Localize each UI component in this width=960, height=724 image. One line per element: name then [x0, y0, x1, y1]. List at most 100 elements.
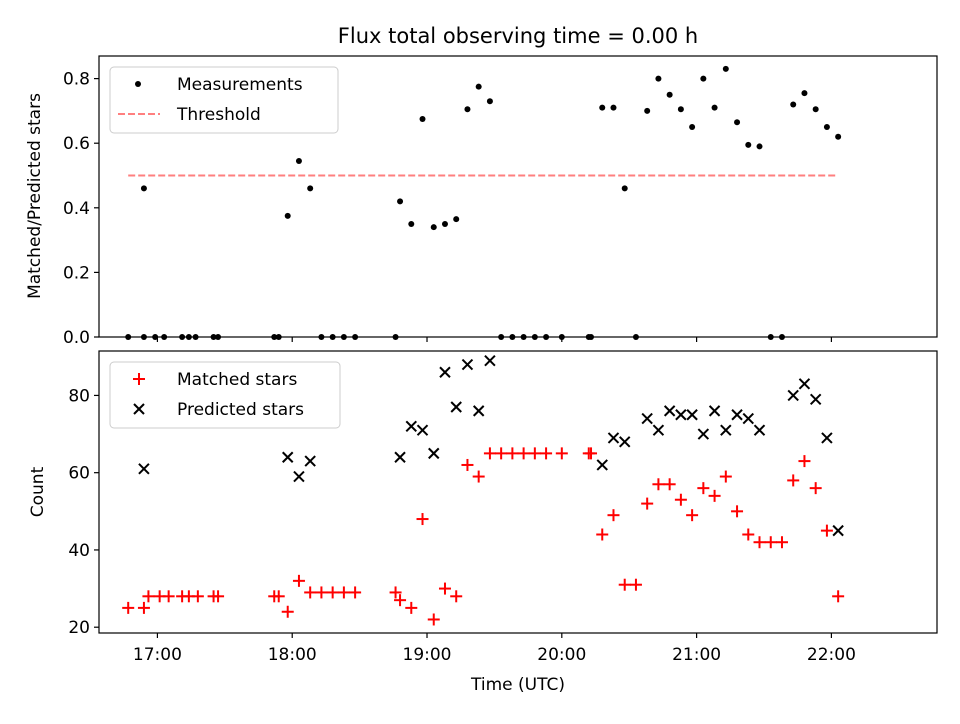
matched-stars-point: [652, 478, 665, 491]
measurement-point: [475, 83, 482, 90]
matched-stars-point: [292, 574, 305, 587]
measurement-point: [790, 101, 797, 108]
predicted-stars-point: [416, 424, 429, 436]
legend-predicted-marker: [133, 403, 145, 415]
legend-measurements-label: Measurements: [177, 75, 303, 95]
top-axes-frame: [98, 55, 938, 338]
matched-stars-point: [389, 586, 402, 599]
y-tick-label: 0.0: [63, 328, 90, 348]
predicted-stars-point: [720, 424, 732, 436]
x-tick-label: 21:00: [672, 645, 721, 665]
matched-stars-point: [212, 590, 225, 603]
matched-stars-point: [618, 578, 631, 591]
bottom-legend-frame: [109, 361, 341, 429]
matched-stars-point: [191, 590, 204, 603]
matched-stars-point: [315, 586, 328, 599]
predicted-stars-point: [697, 428, 710, 440]
matched-stars-point: [281, 605, 294, 618]
x-tick-label: 17:00: [133, 645, 182, 665]
measurement-point: [486, 98, 493, 105]
legend-matched-marker: [133, 373, 145, 385]
y-tick-label: 40: [68, 541, 90, 561]
measurement-point: [655, 75, 662, 82]
predicted-stars-point: [832, 524, 844, 537]
matched-stars-point: [753, 536, 766, 549]
predicted-stars-point: [428, 447, 440, 460]
top-x-ticks: [156, 337, 833, 342]
matched-stars-point: [405, 601, 418, 614]
matched-stars-point: [708, 489, 721, 502]
legend-predicted-label: Predicted stars: [177, 400, 304, 420]
matched-stars-point: [304, 586, 317, 599]
matched-stars-point: [809, 482, 822, 495]
figure-title: Flux total observing time = 0.00 h: [338, 24, 698, 48]
top-marks: [125, 65, 842, 340]
matched-stars-point: [495, 447, 508, 460]
predicted-stars-point: [641, 412, 653, 425]
measurement-point: [722, 65, 729, 72]
measurement-point: [599, 104, 606, 111]
x-tick-label: 19:00: [403, 645, 452, 665]
measurement-point: [689, 124, 696, 131]
measurement-point: [453, 216, 460, 223]
matched-stars-point: [272, 590, 285, 603]
measurement-point: [823, 124, 830, 131]
bottom-marks: [122, 354, 845, 626]
bottom-x-ticks: 17:00 18:00 19:00 20:00 21:00 22:00: [133, 633, 856, 665]
matched-stars-point: [629, 578, 642, 591]
matched-stars-point: [427, 613, 440, 626]
predicted-stars-point: [405, 420, 417, 433]
matched-stars-point: [555, 447, 568, 460]
matched-stars-point: [764, 536, 777, 549]
predicted-stars-point: [663, 405, 676, 417]
top-legend: Measurements Threshold: [109, 66, 339, 134]
matched-stars-point: [472, 470, 485, 483]
measurement-point: [307, 185, 314, 192]
legend-measurements-marker: [135, 81, 141, 87]
matched-stars-point: [528, 447, 541, 460]
measurement-point: [140, 185, 147, 192]
matched-stars-point: [719, 470, 732, 483]
matched-stars-point: [798, 455, 811, 468]
measurement-point: [621, 185, 628, 192]
bottom-y-ticks: 20 40 60 80: [68, 386, 99, 638]
predicted-stars-point: [439, 366, 451, 378]
measurement-point: [756, 143, 763, 150]
predicted-stars-point: [652, 424, 665, 436]
matched-stars-point: [337, 586, 350, 599]
x-axis-label: Time (UTC): [470, 675, 565, 695]
matched-stars-point: [326, 586, 339, 599]
matched-stars-point: [506, 447, 519, 460]
measurement-point: [677, 106, 684, 113]
predicted-stars-point: [450, 401, 462, 413]
measurement-point: [419, 115, 426, 122]
top-y-ticks: 0.0 0.2 0.4 0.6 0.8: [63, 70, 99, 348]
y-tick-label: 0.4: [63, 199, 90, 219]
measurement-point: [408, 220, 415, 227]
y-tick-label: 20: [68, 618, 90, 638]
matched-stars-point: [483, 447, 496, 460]
bottom-panel: Count 20 40 60 80 17:00 18:00 19:00 20:00 21:00…: [28, 350, 938, 665]
predicted-stars-point: [821, 432, 833, 444]
measurement-point: [644, 107, 651, 114]
measurement-point: [700, 75, 707, 82]
matched-stars-point: [731, 505, 744, 518]
top-panel: Matched/Predicted stars 0.00.20.40.60.8 …: [25, 55, 938, 348]
matched-stars-point: [775, 536, 788, 549]
predicted-stars-point: [607, 432, 620, 444]
matched-stars-point: [663, 478, 676, 491]
measurement-point: [666, 91, 673, 98]
matched-stars-point: [697, 482, 710, 495]
matched-stars-point: [394, 594, 407, 607]
predicted-stars-point: [686, 409, 698, 421]
matched-stars-point: [641, 497, 654, 510]
measurement-point: [430, 224, 437, 231]
predicted-stars-point: [619, 436, 631, 448]
x-tick-label: 18:00: [268, 645, 317, 665]
measurement-point: [711, 104, 718, 111]
predicted-stars-point: [742, 412, 754, 425]
y-tick-label: 60: [68, 464, 90, 484]
measurement-point: [441, 220, 448, 227]
matched-stars-point: [349, 586, 362, 599]
